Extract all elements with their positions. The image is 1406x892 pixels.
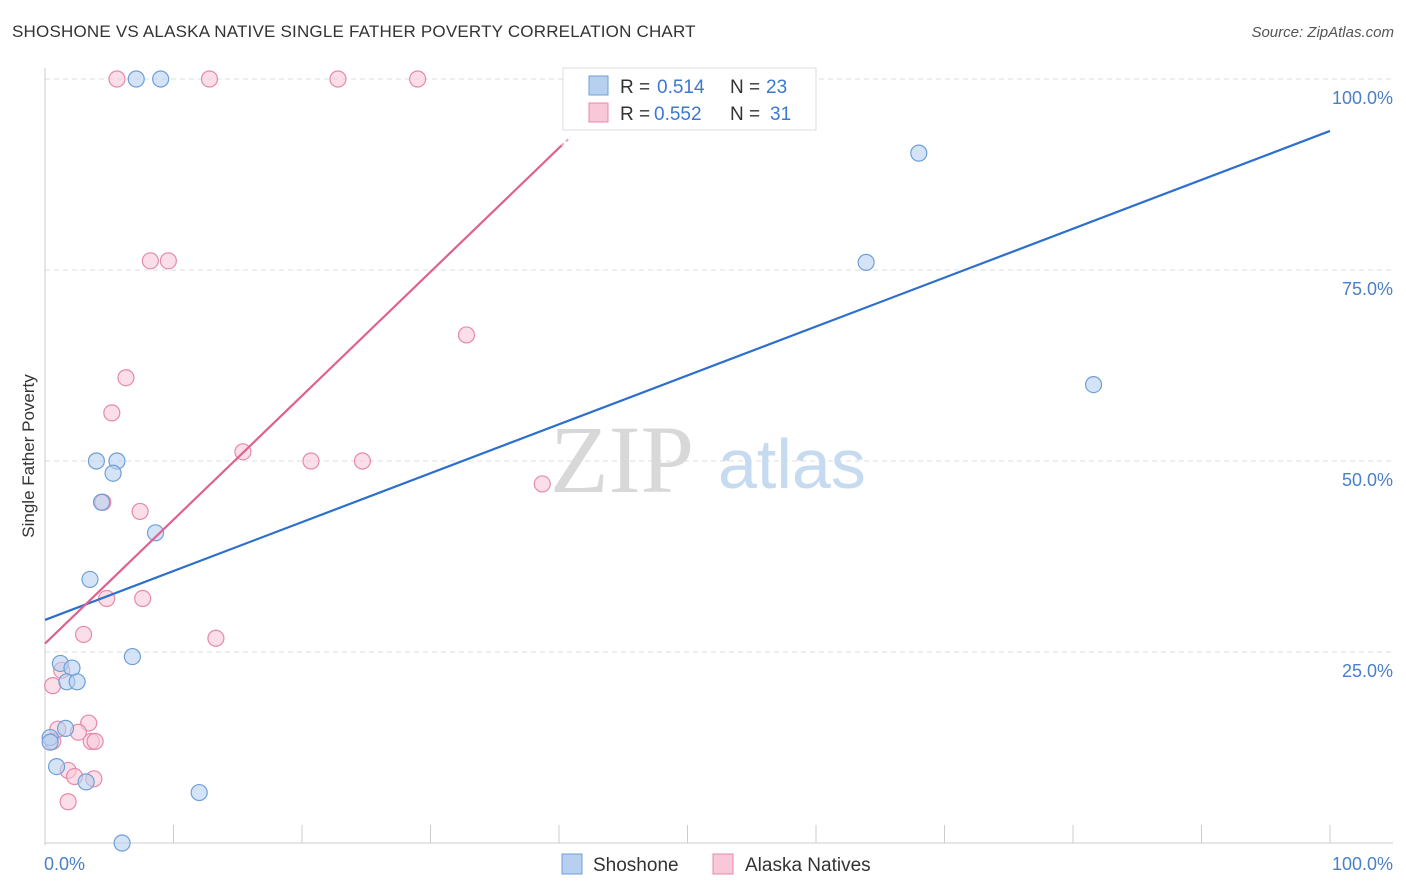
alaska-natives-point-1 [200, 70, 219, 88]
shoshone-trend-line [44, 129, 1331, 621]
shoshone-point-21 [190, 783, 208, 802]
x-tick-labels: 0.0% 100.0% [44, 854, 1393, 874]
legend-n-value-shoshone: 23 [766, 77, 787, 98]
chart-title: SHOSHONE VS ALASKA NATIVE SINGLE FATHER … [12, 22, 696, 41]
alaska-natives-point-3 [409, 70, 427, 88]
alaska-natives-point-7 [117, 369, 135, 387]
gridlines [45, 78, 1393, 653]
legend-n-label-shoshone: N = [730, 77, 760, 98]
legend-r-label-alaska-natives: R = [620, 104, 650, 125]
shoshone-point-7 [104, 464, 122, 482]
shoshone-points [41, 70, 1103, 852]
shoshone-point-0 [127, 70, 145, 88]
legend-bottom-swatch-alaska-natives [712, 853, 734, 875]
y-tick-label-2: 75.0% [1342, 279, 1393, 299]
legend-r-value-shoshone: 0.514 [657, 77, 705, 98]
shoshone-point-18 [41, 733, 59, 751]
shoshone-point-19 [47, 757, 66, 776]
watermark-zip: ZIP [550, 406, 694, 513]
shoshone-point-9 [146, 524, 165, 542]
shoshone-point-10 [81, 570, 99, 589]
shoshone-point-22 [113, 834, 131, 852]
x-tick-label-max: 100.0% [1332, 854, 1393, 874]
alaska-natives-point-10 [302, 452, 320, 470]
y-axis-label: Single Father Poverty [19, 374, 38, 538]
shoshone-point-11 [123, 647, 141, 666]
alaska-natives-points [44, 70, 551, 811]
alaska-natives-point-5 [159, 252, 177, 270]
legend-n-label-alaska-natives: N = [730, 104, 760, 125]
shoshone-point-8 [92, 493, 111, 511]
shoshone-point-16 [56, 719, 75, 738]
alaska-natives-point-0 [108, 70, 126, 88]
shoshone-point-2 [910, 144, 928, 162]
alaska-natives-point-6 [457, 326, 476, 344]
legend-bottom-label-shoshone: Shoshone [593, 855, 679, 876]
y-tick-label-0: 25.0% [1342, 661, 1393, 681]
alaska-natives-trend-extension [560, 136, 572, 147]
legend-r-label-shoshone: R = [620, 77, 650, 98]
alaska-natives-point-14 [131, 502, 149, 521]
alaska-natives-trend-line [44, 144, 563, 645]
shoshone-point-1 [152, 70, 170, 88]
alaska-natives-point-25 [86, 732, 104, 750]
chart-source: Source: ZipAtlas.com [1251, 24, 1394, 41]
alaska-natives-point-8 [103, 404, 121, 422]
shoshone-point-4 [1084, 376, 1103, 394]
legend-bottom: Shoshone Alaska Natives [561, 853, 871, 876]
legend-swatch-shoshone [588, 75, 609, 96]
alaska-natives-point-11 [353, 452, 371, 470]
alaska-natives-point-16 [134, 589, 152, 608]
legend-bottom-label-alaska-natives: Alaska Natives [745, 855, 871, 876]
x-tick-label-min: 0.0% [44, 854, 85, 874]
alaska-natives-point-12 [533, 475, 551, 493]
shoshone-point-3 [857, 253, 875, 271]
legend-r-value-alaska-natives: 0.552 [654, 104, 702, 125]
alaska-natives-point-2 [329, 70, 347, 88]
y-tick-label-3: 100.0% [1332, 88, 1393, 108]
legend-n-value-alaska-natives: 31 [770, 104, 791, 125]
legend-bottom-swatch-shoshone [561, 853, 583, 875]
watermark-atlas: atlas [718, 425, 866, 503]
watermark: ZIP atlas [550, 406, 866, 513]
legend-top: R = 0.514 N = 23 R = 0.552 N = 31 [562, 67, 817, 131]
alaska-natives-point-18 [207, 629, 225, 647]
y-tick-labels: 25.0% 50.0% 75.0% 100.0% [1332, 88, 1393, 681]
legend-swatch-alaska-natives [588, 102, 609, 123]
alaska-natives-point-4 [141, 252, 159, 270]
y-tick-label-1: 50.0% [1342, 470, 1393, 490]
shoshone-point-15 [68, 673, 86, 691]
alaska-natives-point-17 [74, 625, 93, 644]
alaska-natives-point-30 [59, 793, 77, 811]
shoshone-point-20 [77, 773, 95, 791]
axes [44, 68, 1393, 845]
shoshone-point-5 [87, 452, 106, 470]
trend-lines [44, 129, 1331, 645]
alaska-natives-point-20 [44, 677, 62, 695]
